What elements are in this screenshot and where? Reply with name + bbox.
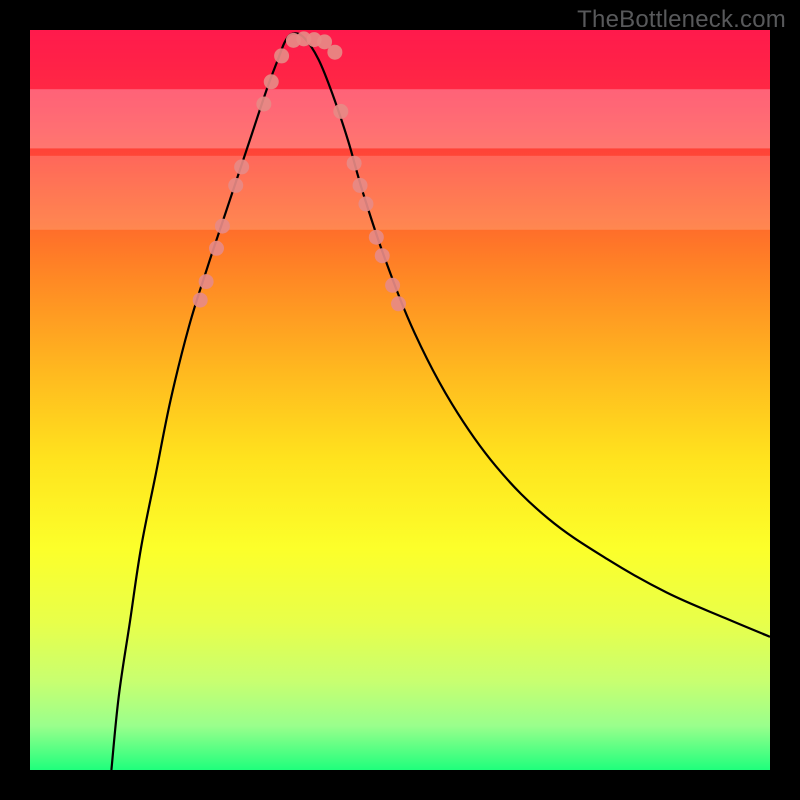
outer-frame: TheBottleneck.com — [0, 0, 800, 800]
marker-point — [385, 278, 400, 293]
marker-point — [327, 45, 342, 60]
marker-point — [369, 230, 384, 245]
marker-point — [264, 74, 279, 89]
watermark-text: TheBottleneck.com — [577, 6, 786, 34]
marker-point — [199, 274, 214, 289]
marker-point — [256, 97, 271, 112]
gradient-band-1 — [30, 89, 770, 148]
marker-point — [333, 104, 348, 119]
marker-point — [358, 196, 373, 211]
marker-point — [215, 219, 230, 234]
marker-point — [353, 178, 368, 193]
marker-point — [228, 178, 243, 193]
marker-point — [234, 159, 249, 174]
marker-point — [209, 241, 224, 256]
marker-point — [375, 248, 390, 263]
marker-point — [193, 293, 208, 308]
marker-point — [347, 156, 362, 171]
gradient-band-0 — [30, 156, 770, 230]
marker-point — [274, 48, 289, 63]
chart-svg — [0, 0, 800, 800]
marker-point — [391, 296, 406, 311]
